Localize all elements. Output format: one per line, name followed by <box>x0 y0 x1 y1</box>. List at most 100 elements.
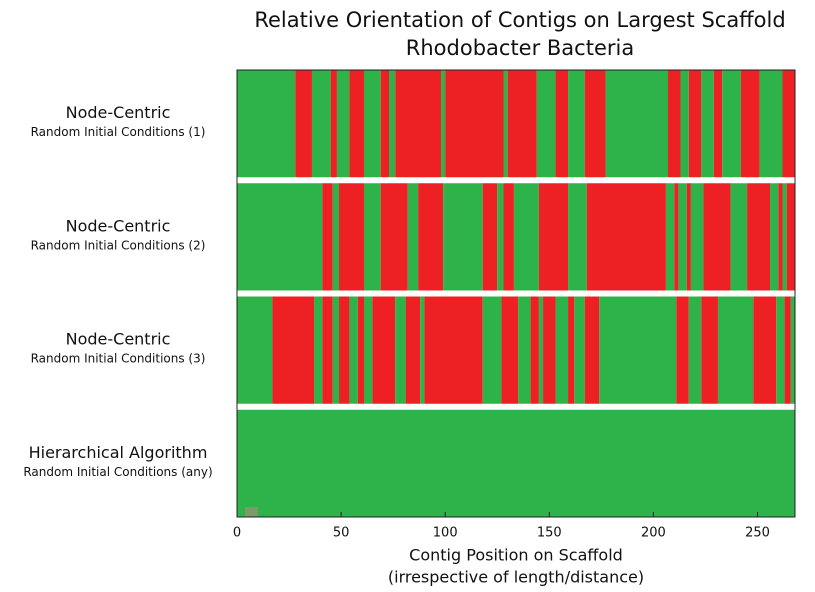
orientation-segment <box>584 296 600 404</box>
orientation-segment <box>445 70 504 178</box>
orientation-segment <box>322 296 333 404</box>
orientation-segment <box>538 296 544 404</box>
orientation-segment <box>674 183 679 291</box>
orientation-segment <box>336 70 350 178</box>
orientation-segment <box>568 70 585 178</box>
row-label: Hierarchical Algorithm <box>29 443 208 462</box>
row-label: Node-Centric <box>66 103 171 122</box>
orientation-segment <box>686 183 691 291</box>
orientation-segment <box>574 296 585 404</box>
orientation-segment <box>747 183 771 291</box>
orientation-segment <box>330 70 337 178</box>
orientation-segment <box>339 296 350 404</box>
orientation-segment <box>713 70 723 178</box>
orientation-segment <box>730 183 748 291</box>
orientation-segment <box>555 296 569 404</box>
orientation-segment <box>349 296 358 404</box>
chart-title: Rhodobacter Bacteria <box>406 36 634 60</box>
orientation-segment <box>503 183 514 291</box>
orientation-segment <box>688 70 702 178</box>
orientation-segment <box>507 70 537 178</box>
orientation-segment <box>482 183 498 291</box>
orientation-segment <box>349 70 365 178</box>
orientation-segment <box>776 296 785 404</box>
orientation-segment <box>518 296 531 404</box>
marker <box>245 507 258 517</box>
orientation-segment <box>680 70 689 178</box>
orientation-segment <box>364 183 381 291</box>
orientation-segment <box>740 70 760 178</box>
x-tick-label: 200 <box>641 526 666 541</box>
x-axis-label: Contig Position on Scaffold <box>409 546 623 565</box>
x-tick-label: 50 <box>333 526 350 541</box>
orientation-segment <box>395 296 406 404</box>
orientation-segment <box>372 296 396 404</box>
orientation-segment <box>586 183 666 291</box>
orientation-segment <box>786 183 795 291</box>
orientation-segment <box>237 70 296 178</box>
orientation-segment <box>584 70 606 178</box>
orientation-segment <box>701 70 714 178</box>
x-tick-label: 250 <box>745 526 770 541</box>
orientation-segment <box>513 183 539 291</box>
orientation-segment <box>501 296 519 404</box>
orientation-segment <box>555 70 569 178</box>
orientation-segment <box>237 296 273 404</box>
row-label: Node-Centric <box>66 216 171 235</box>
orientation-segment <box>722 70 741 178</box>
orientation-segment <box>530 296 539 404</box>
orientation-segment <box>605 70 668 178</box>
orientation-segment <box>753 296 777 404</box>
orientation-segment <box>237 409 795 517</box>
orientation-segment <box>482 296 502 404</box>
orientation-segment <box>538 183 569 291</box>
orientation-segment <box>543 296 556 404</box>
orientation-segment <box>380 70 389 178</box>
x-axis-label: (irrespective of length/distance) <box>388 568 644 587</box>
orientation-segment <box>759 70 783 178</box>
plot-frame <box>236 69 796 518</box>
orientation-segment <box>676 296 689 404</box>
orientation-segment <box>784 296 791 404</box>
orientation-segment <box>364 70 381 178</box>
orientation-segment <box>380 183 408 291</box>
orientation-segment <box>717 296 754 404</box>
orientation-segment <box>503 70 508 178</box>
orientation-segment <box>568 296 575 404</box>
orientation-segment <box>782 70 795 178</box>
orientation-segment <box>311 70 331 178</box>
orientation-segment <box>295 70 312 178</box>
x-tick-label: 150 <box>537 526 562 541</box>
orientation-segment <box>690 183 704 291</box>
row-sublabel: Random Initial Conditions (1) <box>31 125 206 139</box>
orientation-segment <box>568 183 587 291</box>
orientation-segment <box>420 296 425 404</box>
orientation-segment <box>441 70 446 178</box>
orientation-segment <box>665 183 675 291</box>
orientation-segment <box>272 296 315 404</box>
orientation-segment <box>497 183 504 291</box>
orientation-segment <box>770 183 779 291</box>
chart-title: Relative Orientation of Contigs on Large… <box>254 8 785 32</box>
row-sublabel: Random Initial Conditions (2) <box>31 238 206 252</box>
row-sublabel: Random Initial Conditions (3) <box>31 352 206 366</box>
orientation-segment <box>703 183 731 291</box>
orientation-segment <box>314 296 323 404</box>
orientation-segment <box>790 296 795 404</box>
orientation-segment <box>405 296 421 404</box>
orientation-segment <box>599 296 677 404</box>
orientation-segment <box>332 183 340 291</box>
orientation-segment <box>688 296 702 404</box>
orientation-segment <box>418 183 444 291</box>
orientation-segment <box>443 183 483 291</box>
x-tick-label: 0 <box>233 526 241 541</box>
orientation-segment <box>667 70 681 178</box>
orientation-segment <box>357 296 365 404</box>
row-label: Node-Centric <box>66 330 171 349</box>
orientation-segment <box>407 183 419 291</box>
orientation-segment <box>388 70 396 178</box>
orientation-segment <box>332 296 340 404</box>
orientation-segment <box>678 183 687 291</box>
orientation-segment <box>364 296 373 404</box>
